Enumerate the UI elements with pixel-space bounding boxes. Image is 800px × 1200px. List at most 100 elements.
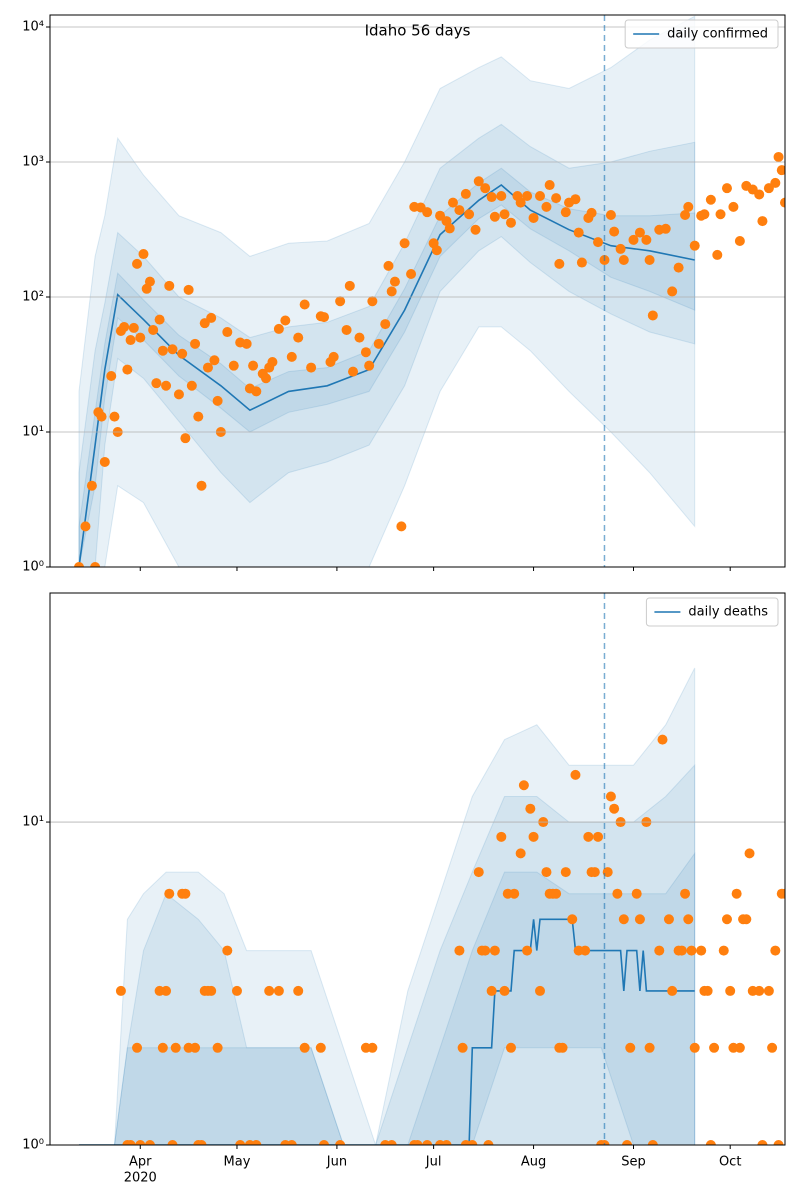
data-point [135,1140,146,1145]
data-point [190,1042,201,1053]
data-point [128,322,139,333]
x-tick-label: Sep [621,1155,646,1170]
data-point [167,1140,178,1145]
data-point [196,1140,207,1145]
data-point [106,370,117,381]
data-point [522,945,533,956]
data-point [780,888,785,899]
data-point [251,1140,262,1145]
data-point [599,1140,610,1145]
data-point [444,223,455,234]
data-point [609,226,620,237]
data-point [721,914,732,925]
data-point [406,269,417,280]
data-point [480,945,491,956]
data-point [473,176,484,187]
data-point [164,280,175,291]
legend-box [624,19,779,49]
legend-label: daily confirmed [667,27,768,42]
data-point [115,985,126,996]
data-point [535,985,545,996]
data-point [202,362,213,373]
data-point [499,209,510,220]
data-point [196,480,207,491]
data-point [144,1140,155,1145]
data-point [460,188,471,199]
data-point [593,237,604,248]
data-point [486,985,497,996]
data-point [605,209,616,220]
x-tick-label: May [224,1155,251,1170]
data-point [634,914,645,925]
data-point [709,1042,720,1053]
data-point [457,1042,468,1053]
data-point [705,194,716,205]
data-point [206,312,217,323]
data-point [770,177,781,188]
data-point [464,209,475,220]
data-point [206,985,217,996]
data-point [348,366,359,377]
data-point [618,914,629,925]
data-point [731,888,742,899]
data-point [96,411,107,422]
data-point [560,867,571,878]
data-point [212,395,223,406]
data-point [99,456,110,467]
data-point [641,234,652,245]
data-point [222,327,233,338]
x-year-label: 2020 [124,1171,157,1186]
data-point [528,831,539,842]
data-point [718,945,729,956]
data-point [148,324,159,335]
data-point [447,197,458,208]
data-point [647,1140,658,1145]
data-point [505,217,516,228]
data-point [525,803,536,814]
data-point [399,238,410,249]
data-point [496,831,507,842]
series-line [78,183,695,567]
data-point [618,254,629,265]
data-point [686,945,697,956]
data-point [180,888,191,899]
data-point [273,985,284,996]
data-point [161,380,172,391]
data-point [541,201,552,212]
data-point [241,338,252,349]
data-point [744,848,755,859]
data-point [122,364,133,375]
data-point [647,310,658,321]
data-point [589,867,600,878]
data-point [341,324,352,335]
data-point [518,780,529,791]
data-point [689,240,700,251]
data-point [154,314,165,325]
data-point [157,345,168,356]
data-point [505,1042,516,1053]
data-point [109,411,120,422]
data-point [441,1140,452,1145]
legend: daily deaths [645,597,779,627]
data-point [161,985,172,996]
data-point [586,207,597,218]
data-point [364,360,375,371]
data-point [389,276,400,287]
data-point [373,338,384,349]
data-point [135,332,146,343]
data-point [235,1140,246,1145]
data-point [473,867,484,878]
data-point [757,216,768,227]
data-point [660,223,671,234]
data-point [570,769,581,780]
data-point [773,1140,784,1145]
data-point [496,190,507,201]
data-point [119,321,130,332]
data-point [667,985,678,996]
data-point [605,791,616,802]
data-point [293,985,304,996]
data-point [728,201,739,212]
data-point [680,888,691,899]
data-point [151,378,162,389]
y-tick-label: 10¹ [22,815,44,830]
